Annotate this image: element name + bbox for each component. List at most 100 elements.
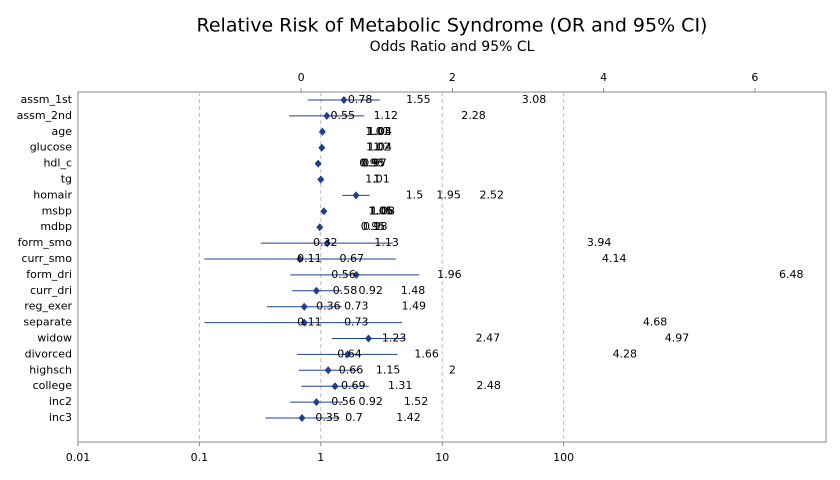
x-tick-label: 0.1 — [191, 451, 209, 464]
value-label: 0.73 — [344, 300, 369, 313]
or-marker — [352, 191, 360, 200]
x2-tick-label: 2 — [449, 71, 456, 84]
value-label: 0.92 — [358, 284, 383, 297]
category-label: widow — [37, 332, 72, 345]
category-label: form_dri — [26, 268, 72, 281]
value-label: 4.68 — [643, 316, 668, 329]
value-label: 4.97 — [665, 332, 690, 345]
value-label: 1.5 — [406, 188, 424, 201]
value-label: 6.48 — [779, 268, 804, 281]
value-label: 0.67 — [340, 252, 365, 265]
value-label: 1.49 — [402, 300, 427, 313]
or-marker — [352, 270, 360, 279]
or-marker — [318, 143, 326, 152]
x2-tick-label: 6 — [751, 71, 758, 84]
value-label: 1.15 — [376, 363, 401, 376]
value-label: 0.7 — [345, 411, 363, 424]
category-label: curr_dri — [30, 284, 72, 297]
value-label: 0.11 — [297, 252, 322, 265]
chart-subtitle: Odds Ratio and 95% CL — [370, 39, 535, 55]
value-label: 1 — [373, 220, 380, 233]
value-label: 0.55 — [330, 109, 355, 122]
category-label: divorced — [25, 347, 72, 360]
value-label: 0.97 — [362, 157, 387, 170]
value-label: 1.03 — [367, 125, 392, 138]
or-marker — [314, 159, 322, 168]
value-label: 0.58 — [333, 284, 358, 297]
category-label: age — [52, 125, 73, 138]
category-label: college — [33, 379, 73, 392]
category-label: separate — [23, 316, 72, 329]
value-label: 2 — [449, 363, 456, 376]
value-label: 1.55 — [406, 93, 431, 106]
category-label: homair — [33, 188, 72, 201]
value-label: 0.56 — [331, 395, 356, 408]
value-label: 1.04 — [368, 141, 393, 154]
value-label: 1.04 — [368, 125, 393, 138]
category-label: inc2 — [49, 395, 72, 408]
or-marker — [316, 223, 324, 232]
value-label: 0.98 — [363, 220, 388, 233]
value-label: 4.28 — [613, 347, 638, 360]
category-label: form_smo — [18, 236, 73, 249]
value-label: 0.69 — [341, 379, 366, 392]
value-label: 1.66 — [414, 347, 439, 360]
value-label: 0.92 — [358, 395, 383, 408]
value-label: 0.78 — [348, 93, 373, 106]
x-tick-label: 10 — [435, 451, 449, 464]
category-label: glucose — [30, 141, 73, 154]
or-marker — [312, 398, 320, 407]
value-label: 1.13 — [374, 236, 399, 249]
category-label: msbp — [42, 204, 72, 217]
category-label: hdl_c — [43, 157, 72, 170]
category-label: reg_exer — [24, 300, 72, 313]
value-label: 4.14 — [602, 252, 627, 265]
value-label: 0.64 — [337, 347, 362, 360]
value-label: 0.95 — [361, 220, 386, 233]
value-label: 0.73 — [344, 316, 369, 329]
value-label: 1.12 — [374, 109, 399, 122]
or-marker — [324, 366, 332, 375]
value-label: 0.66 — [339, 363, 364, 376]
x2-tick-label: 0 — [298, 71, 305, 84]
value-label: 1.06 — [369, 204, 394, 217]
value-label: 0.32 — [313, 236, 338, 249]
value-label: 0.95 — [361, 157, 386, 170]
value-label: 1 — [373, 141, 380, 154]
value-label: 0.35 — [315, 411, 340, 424]
chart-title: Relative Risk of Metabolic Syndrome (OR … — [197, 15, 708, 37]
value-label: 1.23 — [382, 332, 407, 345]
value-label: 1 — [373, 173, 380, 186]
category-label: mdbp — [40, 220, 72, 233]
value-label: 2.48 — [476, 379, 501, 392]
value-label: 1.01 — [365, 173, 390, 186]
value-label: 0.36 — [316, 300, 341, 313]
or-marker — [340, 96, 348, 104]
value-label: 1.95 — [436, 188, 461, 201]
value-label: 1.52 — [404, 395, 429, 408]
value-label: 3.94 — [587, 236, 612, 249]
value-label: 1.05 — [368, 204, 393, 217]
x2-tick-label: 4 — [600, 71, 607, 84]
or-marker — [318, 127, 326, 136]
value-label: 1.96 — [437, 268, 462, 281]
or-marker — [300, 318, 308, 327]
category-label: tg — [61, 173, 72, 186]
or-marker — [300, 302, 308, 311]
value-label: 1.48 — [401, 284, 426, 297]
or-marker — [323, 111, 331, 120]
or-marker — [364, 334, 372, 343]
x-tick-label: 0.01 — [66, 451, 91, 464]
value-label: 0.56 — [331, 268, 356, 281]
value-label: 3.08 — [522, 93, 547, 106]
category-label: curr_smo — [21, 252, 72, 265]
category-label: assm_2nd — [17, 109, 72, 122]
value-label: 1.02 — [366, 141, 391, 154]
value-label: 2.28 — [461, 109, 486, 122]
category-label: inc3 — [49, 411, 72, 424]
value-label: 2.47 — [476, 332, 501, 345]
or-marker — [298, 414, 306, 422]
value-label: 2.52 — [479, 188, 504, 201]
value-label: 1.01 — [365, 125, 390, 138]
